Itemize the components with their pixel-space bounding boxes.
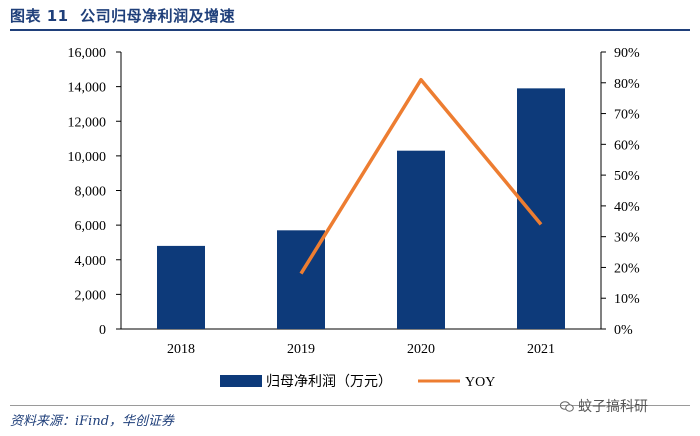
figure-caption: 公司归母净利润及增速 <box>80 7 236 25</box>
x-tick-label: 2019 <box>287 342 315 357</box>
legend-bar-label: 归母净利润（万元） <box>266 373 392 390</box>
left-tick-label: 8,000 <box>75 185 107 200</box>
right-tick-label: 20% <box>614 261 640 276</box>
legend-line-label: YOY <box>465 375 495 390</box>
left-tick-label: 2,000 <box>75 288 107 303</box>
right-tick-label: 70% <box>614 108 640 123</box>
left-tick-label: 10,000 <box>68 150 107 165</box>
x-tick-label: 2018 <box>167 342 195 357</box>
x-tick-label: 2021 <box>527 342 555 357</box>
bar-2018 <box>157 245 205 329</box>
right-tick-label: 30% <box>614 231 640 246</box>
watermark: 蚊子搞科研 <box>560 396 648 416</box>
right-tick-label: 60% <box>614 138 640 153</box>
legend-bar-swatch <box>220 375 262 387</box>
left-tick-label: 12,000 <box>68 115 107 130</box>
legend: 归母净利润（万元） YOY <box>220 373 495 390</box>
figure-title: 图表 11 公司归母净利润及增速 <box>10 2 690 32</box>
left-tick-label: 0 <box>99 323 106 338</box>
left-tick-label: 14,000 <box>68 81 107 96</box>
right-axis-ticks: 0% 10% 20% 30% 40% 50% 60% 70% 80% 90% <box>601 46 640 338</box>
bar-2020 <box>397 150 445 329</box>
x-axis-labels: 2018 2019 2020 2021 <box>167 342 555 357</box>
left-tick-label: 4,000 <box>75 254 107 269</box>
figure-label: 图表 11 <box>10 7 69 25</box>
bar-series <box>157 88 565 329</box>
combo-chart: 0 2,000 4,000 6,000 8,000 10,000 12,000 14,000 1… <box>68 46 641 390</box>
figure-title-text: 图表 11 公司归母净利润及增速 <box>10 5 235 26</box>
wechat-icon <box>560 401 574 412</box>
left-axis-ticks: 0 2,000 4,000 6,000 8,000 10,000 12,000 14,000 1… <box>68 46 121 338</box>
right-tick-label: 90% <box>614 46 640 61</box>
source-note: 资料来源：iFind，华创证券 <box>10 414 175 429</box>
left-tick-label: 6,000 <box>75 219 107 234</box>
watermark-text: 蚊子搞科研 <box>578 399 648 415</box>
left-tick-label: 16,000 <box>68 46 107 61</box>
title-rule <box>10 29 690 31</box>
bar-2021 <box>517 88 565 329</box>
right-tick-label: 50% <box>614 169 640 184</box>
x-tick-label: 2020 <box>407 342 435 357</box>
yoy-series <box>299 77 543 275</box>
source-rule <box>10 405 690 406</box>
right-tick-label: 0% <box>614 323 633 338</box>
right-tick-label: 80% <box>614 77 640 92</box>
right-tick-label: 40% <box>614 200 640 215</box>
right-tick-label: 10% <box>614 292 640 307</box>
